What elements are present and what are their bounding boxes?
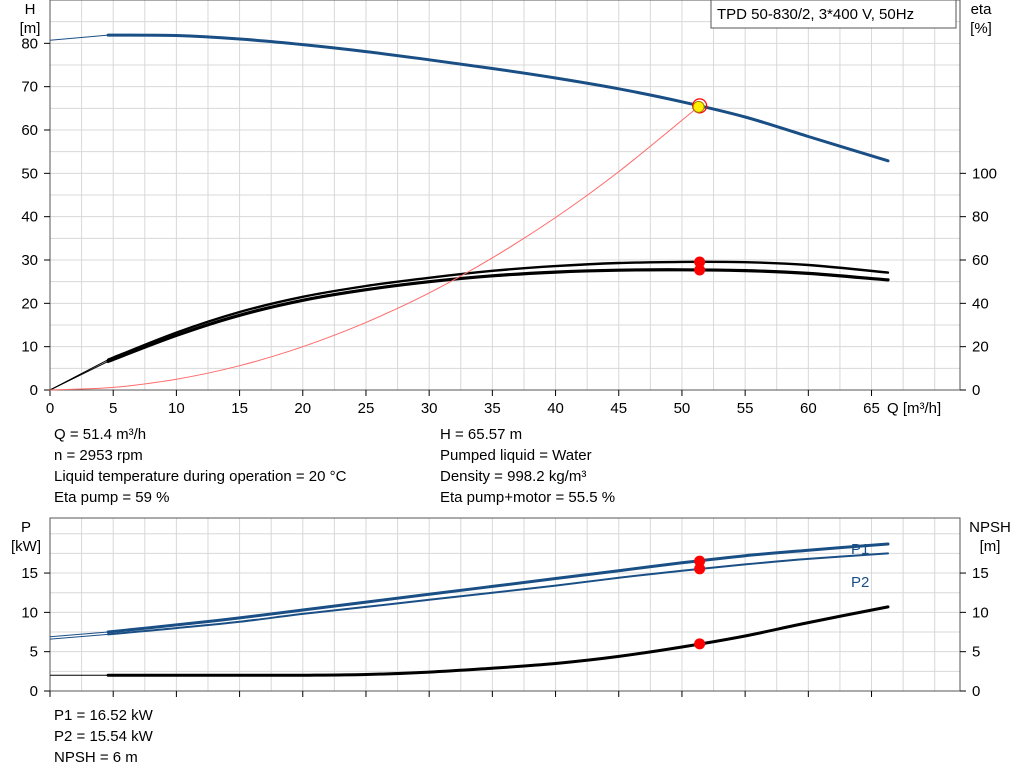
info-p1: P1 = 16.52 kW	[54, 707, 153, 724]
chart-title: TPD 50-830/2, 3*400 V, 50Hz	[717, 6, 914, 23]
system-curve	[49, 105, 701, 391]
y-left-tick-label: 40	[21, 209, 38, 226]
info-eta-pump: Eta pump = 59 %	[54, 489, 170, 506]
y-left-tick-label: 0	[30, 683, 38, 700]
x-tick-label: 5	[109, 400, 117, 417]
y-right-tick-label: 10	[972, 604, 989, 621]
info-liquid-temperature: Liquid temperature during operation = 20…	[54, 468, 347, 485]
info-npsh: NPSH = 6 m	[54, 749, 138, 766]
duty-point-eta	[694, 256, 706, 268]
y-right-tick-label: 80	[972, 209, 989, 226]
y-right-axis-label: [%]	[970, 20, 992, 37]
curve-extension	[49, 631, 109, 638]
p2-curve	[107, 552, 889, 636]
y-right-tick-label: 5	[972, 644, 980, 661]
head-eta-chart: 0 10 20 30 40 50 60 70 80 0 20 40 60 80 100 0 5 10 15 20 25 3…	[20, 0, 997, 417]
duty-point-head-ring	[692, 98, 708, 114]
plot-frame	[49, 517, 961, 692]
y-right-axis-label: NPSH	[969, 519, 1011, 536]
head-curve	[106, 33, 890, 163]
y-left-axis-label: [m]	[20, 20, 41, 37]
y-left-tick-label: 10	[21, 339, 38, 356]
chart-title-box: TPD 50-830/2, 3*400 V, 50Hz	[710, 0, 957, 29]
info-top-left: Q = 51.4 m³/h n = 2953 rpm Liquid temper…	[54, 424, 346, 508]
y-left-tick-label: 10	[21, 604, 38, 621]
eta-curve	[106, 260, 890, 361]
y-right-tick-label: 60	[972, 252, 989, 269]
eta-curve	[106, 268, 890, 363]
info-head: H = 65.57 m	[440, 426, 523, 443]
title-box-frame	[710, 0, 957, 29]
x-tick-label: 55	[737, 400, 754, 417]
npsh-curve	[106, 605, 890, 677]
x-tick-label: 35	[484, 400, 501, 417]
x-tick-label: 50	[674, 400, 691, 417]
y-left-tick-label: 50	[21, 165, 38, 182]
y-right-tick-label: 0	[972, 683, 980, 700]
y-left-tick-label: 0	[30, 382, 38, 399]
x-axis-label: Q [m³/h]	[887, 400, 941, 417]
info-top-right: H = 65.57 m Pumped liquid = Water Densit…	[440, 424, 615, 508]
info-pumped-liquid: Pumped liquid = Water	[440, 447, 592, 464]
plot-frame	[49, 0, 961, 391]
p1-curve-label: P1	[851, 541, 869, 558]
y-right-tick-label: 15	[972, 565, 989, 582]
x-tick-label: 20	[294, 400, 311, 417]
x-tick-label: 45	[610, 400, 627, 417]
info-bottom: P1 = 16.52 kW P2 = 15.54 kW NPSH = 6 m	[54, 705, 153, 768]
x-tick-label: 0	[46, 400, 54, 417]
y-right-tick-label: 20	[972, 339, 989, 356]
p2-curve-label: P2	[851, 574, 869, 591]
duty-point-p1	[694, 555, 706, 567]
info-density: Density = 998.2 kg/m³	[440, 468, 587, 485]
y-right-tick-label: 40	[972, 295, 989, 312]
x-tick-label: 25	[358, 400, 375, 417]
x-tick-label: 40	[547, 400, 564, 417]
info-p2: P2 = 15.54 kW	[54, 728, 153, 745]
x-tick-label: 30	[421, 400, 438, 417]
y-right-axis-label: eta	[971, 1, 993, 18]
duty-point-eta	[694, 264, 706, 276]
duty-point-head	[692, 100, 705, 113]
p1-curve	[106, 542, 890, 634]
curve-extension	[49, 633, 109, 640]
x-tick-label: 65	[863, 400, 880, 417]
info-speed: n = 2953 rpm	[54, 447, 143, 464]
x-tick-label: 60	[800, 400, 817, 417]
grid	[50, 518, 960, 691]
y-left-tick-label: 70	[21, 79, 38, 96]
duty-point-npsh	[694, 638, 706, 650]
curve-extension	[49, 360, 109, 391]
power-npsh-chart: 0 5 10 15 0 5 10 15 P [kW] NPSH [m] P1 P2	[11, 517, 1011, 700]
y-right-axis-label: [m]	[980, 538, 1001, 555]
y-left-tick-label: 15	[21, 565, 38, 582]
y-left-tick-label: 5	[30, 644, 38, 661]
y-left-tick-label: 20	[21, 295, 38, 312]
duty-point-p2	[694, 563, 706, 575]
y-right-tick-label: 0	[972, 382, 980, 399]
curve-extension	[49, 34, 109, 41]
info-flow: Q = 51.4 m³/h	[54, 426, 147, 443]
y-left-axis-label: P	[21, 519, 31, 536]
y-left-axis-label: [kW]	[11, 538, 41, 555]
x-tick-label: 15	[231, 400, 248, 417]
y-left-axis-label: H	[25, 1, 36, 18]
y-right-tick-label: 100	[972, 165, 997, 182]
y-left-tick-label: 60	[21, 122, 38, 139]
y-left-tick-label: 80	[21, 35, 38, 52]
info-eta-pump-motor: Eta pump+motor = 55.5 %	[440, 489, 616, 506]
x-tick-label: 10	[168, 400, 185, 417]
y-left-tick-label: 30	[21, 252, 38, 269]
